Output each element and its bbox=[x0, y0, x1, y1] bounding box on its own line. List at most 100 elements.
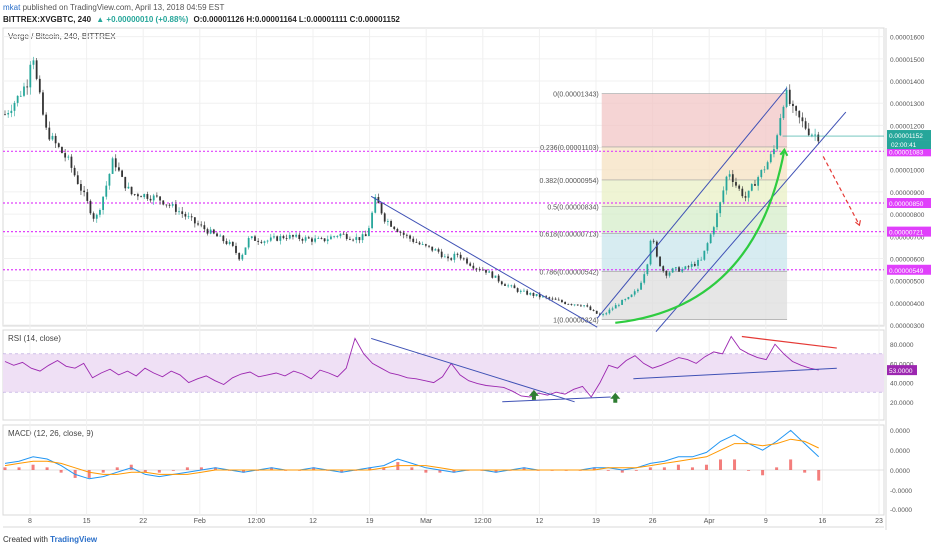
candle-body bbox=[35, 60, 38, 79]
candle-body bbox=[766, 162, 769, 170]
level-tag bbox=[887, 264, 931, 275]
macd-histogram-bar bbox=[606, 470, 610, 471]
candle-body bbox=[440, 251, 443, 258]
candle-body bbox=[339, 233, 342, 237]
candle-body bbox=[76, 175, 79, 185]
candle-body bbox=[700, 259, 703, 261]
rsi-falling-trendline bbox=[371, 337, 575, 403]
candle-body bbox=[241, 254, 244, 260]
candle-body bbox=[295, 234, 298, 237]
macd-histogram-bar bbox=[368, 467, 372, 470]
candle-body bbox=[443, 256, 446, 258]
candle-body bbox=[174, 204, 177, 212]
macd-histogram-bar bbox=[59, 470, 63, 473]
rsi-divergence-line bbox=[741, 335, 837, 349]
candle-body bbox=[345, 234, 348, 239]
candle-body bbox=[605, 313, 608, 315]
macd-histogram-bar bbox=[45, 467, 49, 470]
candle-body bbox=[38, 78, 41, 93]
macd-histogram-bar bbox=[817, 470, 821, 481]
price-tick-label: 0.00001600 bbox=[890, 35, 925, 42]
candle-body bbox=[13, 102, 16, 111]
candle-body bbox=[374, 197, 377, 213]
candle-body bbox=[323, 238, 326, 242]
candle-body bbox=[212, 229, 215, 234]
candle-body bbox=[728, 174, 731, 177]
candle-body bbox=[494, 275, 497, 278]
candle-body bbox=[317, 238, 320, 239]
candle-body bbox=[611, 308, 614, 310]
parabolic-curve bbox=[615, 149, 786, 324]
macd-histogram-bar bbox=[115, 467, 119, 470]
current-price-label: 0.00001152 bbox=[889, 133, 923, 140]
candle-body bbox=[51, 135, 54, 140]
candle-body bbox=[133, 194, 136, 195]
candle-body bbox=[646, 264, 649, 275]
candles-group bbox=[4, 56, 820, 317]
tradingview-logo[interactable]: TradingView bbox=[50, 535, 98, 544]
publish-info: published on TradingView.com, April 13, … bbox=[22, 3, 225, 12]
candle-body bbox=[216, 233, 218, 237]
macd-histogram-bar bbox=[704, 464, 708, 470]
x-tick-label: 12 bbox=[536, 518, 544, 525]
fib-level-label: 0.382(0.00000954) bbox=[540, 178, 599, 185]
candle-body bbox=[7, 113, 10, 115]
candle-body bbox=[785, 89, 788, 107]
candle-body bbox=[159, 196, 161, 201]
fib-level-label: 1(0.00000324) bbox=[553, 318, 599, 325]
x-tick-label: 12 bbox=[309, 518, 317, 525]
candle-body bbox=[703, 250, 706, 260]
candle-body bbox=[567, 303, 570, 305]
candle-body bbox=[146, 194, 149, 199]
candle-body bbox=[684, 266, 687, 270]
candle-body bbox=[428, 245, 430, 247]
candle-body bbox=[266, 240, 269, 242]
candle-body bbox=[570, 304, 573, 305]
candle-body bbox=[693, 264, 696, 266]
candle-body bbox=[735, 182, 737, 186]
candle-body bbox=[576, 304, 579, 306]
candle-body bbox=[712, 227, 715, 235]
rsi-line bbox=[4, 335, 819, 398]
candle-body bbox=[364, 234, 367, 237]
candle-body bbox=[516, 288, 519, 292]
candle-body bbox=[67, 156, 70, 158]
candle-body bbox=[118, 167, 120, 171]
candle-body bbox=[269, 237, 272, 241]
candle-body bbox=[811, 134, 813, 136]
candle-body bbox=[165, 204, 168, 206]
candle-body bbox=[678, 267, 680, 272]
candle-body bbox=[45, 114, 48, 128]
symbol-name[interactable]: BITTREX:XVGBTC, 240 bbox=[3, 15, 92, 24]
symbol-line: BITTREX:XVGBTC, 240 ▲ +0.00000010 (+0.88… bbox=[3, 15, 403, 24]
candle-body bbox=[390, 221, 392, 227]
macd-histogram-bar bbox=[101, 470, 105, 473]
x-tick-label: 16 bbox=[819, 518, 827, 525]
candle-body bbox=[668, 272, 671, 276]
macd-histogram-bar bbox=[761, 470, 765, 476]
x-tick-label: 23 bbox=[875, 518, 883, 525]
candle-body bbox=[690, 264, 693, 267]
candle-body bbox=[83, 190, 86, 193]
macd-pane-label: MACD (12, 26, close, 9) bbox=[8, 429, 94, 438]
candle-body bbox=[798, 110, 801, 118]
author-link[interactable]: mkat bbox=[3, 3, 21, 12]
candle-body bbox=[89, 200, 92, 214]
level-tag bbox=[887, 146, 931, 157]
candle-body bbox=[481, 269, 484, 271]
candle-body bbox=[659, 256, 661, 267]
candle-body bbox=[814, 134, 816, 136]
candle-body bbox=[722, 190, 725, 203]
candle-body bbox=[431, 246, 434, 251]
publish-line: mkat published on TradingView.com, April… bbox=[3, 3, 224, 12]
candle-body bbox=[225, 241, 228, 244]
candle-body bbox=[750, 184, 753, 191]
candle-body bbox=[466, 258, 468, 264]
candle-body bbox=[48, 127, 51, 140]
macd-histogram-bar bbox=[719, 459, 723, 470]
candle-body bbox=[551, 298, 554, 300]
candle-body bbox=[371, 212, 373, 229]
level-tag bbox=[887, 226, 931, 237]
candle-body bbox=[754, 184, 756, 186]
